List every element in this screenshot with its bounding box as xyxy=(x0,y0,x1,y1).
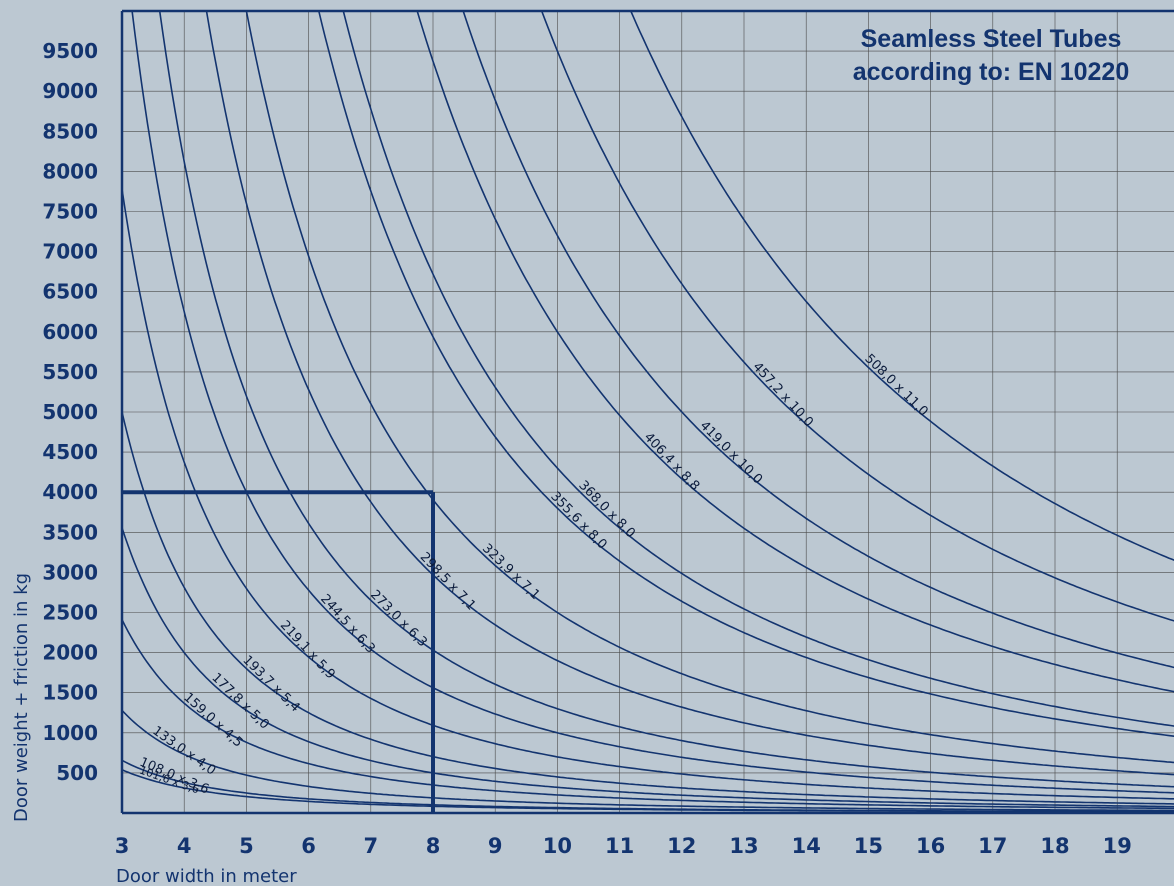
grid xyxy=(122,10,1174,813)
x-tick-label: 3 xyxy=(115,834,130,858)
y-tick-label: 2500 xyxy=(42,601,98,625)
y-tick-label: 8000 xyxy=(42,159,98,183)
series-line xyxy=(245,10,1174,764)
series-line xyxy=(121,709,1174,812)
series-line xyxy=(121,619,1174,810)
curve-label: 219,1 x 5,9 xyxy=(277,618,338,682)
y-tick-label: 2000 xyxy=(42,641,98,665)
curve-label: 298,5 x 7,1 xyxy=(417,550,479,614)
y-tick-label: 3000 xyxy=(42,560,98,584)
curve-label: 244,5 x 6,3 xyxy=(317,592,378,657)
series-line xyxy=(121,759,1174,813)
y-tick-label: 6500 xyxy=(42,280,98,304)
y-axis-label: Door weight + friction in kg xyxy=(11,573,32,822)
y-tick-label: 1000 xyxy=(42,721,98,745)
y-tick-label: 3500 xyxy=(42,520,98,544)
y-tick-label: 5500 xyxy=(42,360,98,384)
x-tick-label: 7 xyxy=(363,834,378,858)
x-tick-label: 17 xyxy=(978,834,1007,858)
x-tick-label: 19 xyxy=(1103,834,1132,858)
axes xyxy=(120,9,1174,815)
y-tick-label: 4500 xyxy=(42,440,98,464)
curve-label: 419,0 x 10,0 xyxy=(697,418,765,487)
y-tick-label: 500 xyxy=(56,761,98,785)
series-line xyxy=(462,10,1174,669)
x-tick-label: 9 xyxy=(488,834,503,858)
ticks: 500 1000 1500 2000 2500 3000 3500 4000 4500 5000 5… xyxy=(42,39,1131,858)
y-tick-label: 6000 xyxy=(42,320,98,344)
x-tick-label: 14 xyxy=(792,834,821,858)
curve-label: 323,9 x 7,1 xyxy=(479,541,543,603)
y-tick-label: 1500 xyxy=(42,681,98,705)
x-tick-label: 18 xyxy=(1040,834,1069,858)
y-tick-label: 4000 xyxy=(42,480,98,504)
x-tick-label: 11 xyxy=(605,834,634,858)
series-line xyxy=(630,10,1174,562)
series-line xyxy=(158,10,1174,788)
series-line xyxy=(121,527,1174,808)
curves xyxy=(121,10,1174,813)
series-line xyxy=(416,10,1174,693)
series-line xyxy=(121,189,1174,800)
series-line xyxy=(342,10,1174,727)
y-tick-label: 9500 xyxy=(42,39,98,63)
x-tick-label: 5 xyxy=(239,834,254,858)
y-tick-label: 9000 xyxy=(42,79,98,103)
series-line xyxy=(121,411,1174,805)
curve-label: 273,0 x 6,3 xyxy=(367,587,430,650)
series-line xyxy=(540,10,1174,622)
y-tick-label: 8500 xyxy=(42,119,98,143)
series-line xyxy=(318,10,1174,737)
x-tick-label: 10 xyxy=(543,834,572,858)
x-tick-label: 8 xyxy=(426,834,441,858)
x-axis-label: Door width in meter xyxy=(116,866,297,886)
y-tick-label: 7000 xyxy=(42,240,98,264)
x-tick-label: 15 xyxy=(854,834,883,858)
series-line xyxy=(131,10,1174,794)
x-tick-label: 4 xyxy=(177,834,192,858)
chart-title: Seamless Steel Tubes xyxy=(861,25,1122,53)
x-tick-label: 12 xyxy=(667,834,696,858)
x-tick-label: 16 xyxy=(916,834,945,858)
y-tick-label: 5000 xyxy=(42,400,98,424)
curve-label: 406,4 x 8,8 xyxy=(641,430,703,494)
curve-label: 508,0 x 11,0 xyxy=(862,351,931,419)
y-tick-label: 7500 xyxy=(42,200,98,224)
x-tick-label: 6 xyxy=(301,834,316,858)
x-tick-label: 13 xyxy=(729,834,758,858)
series-line xyxy=(205,10,1174,776)
chart-subtitle: according to: EN 10220 xyxy=(853,58,1129,86)
